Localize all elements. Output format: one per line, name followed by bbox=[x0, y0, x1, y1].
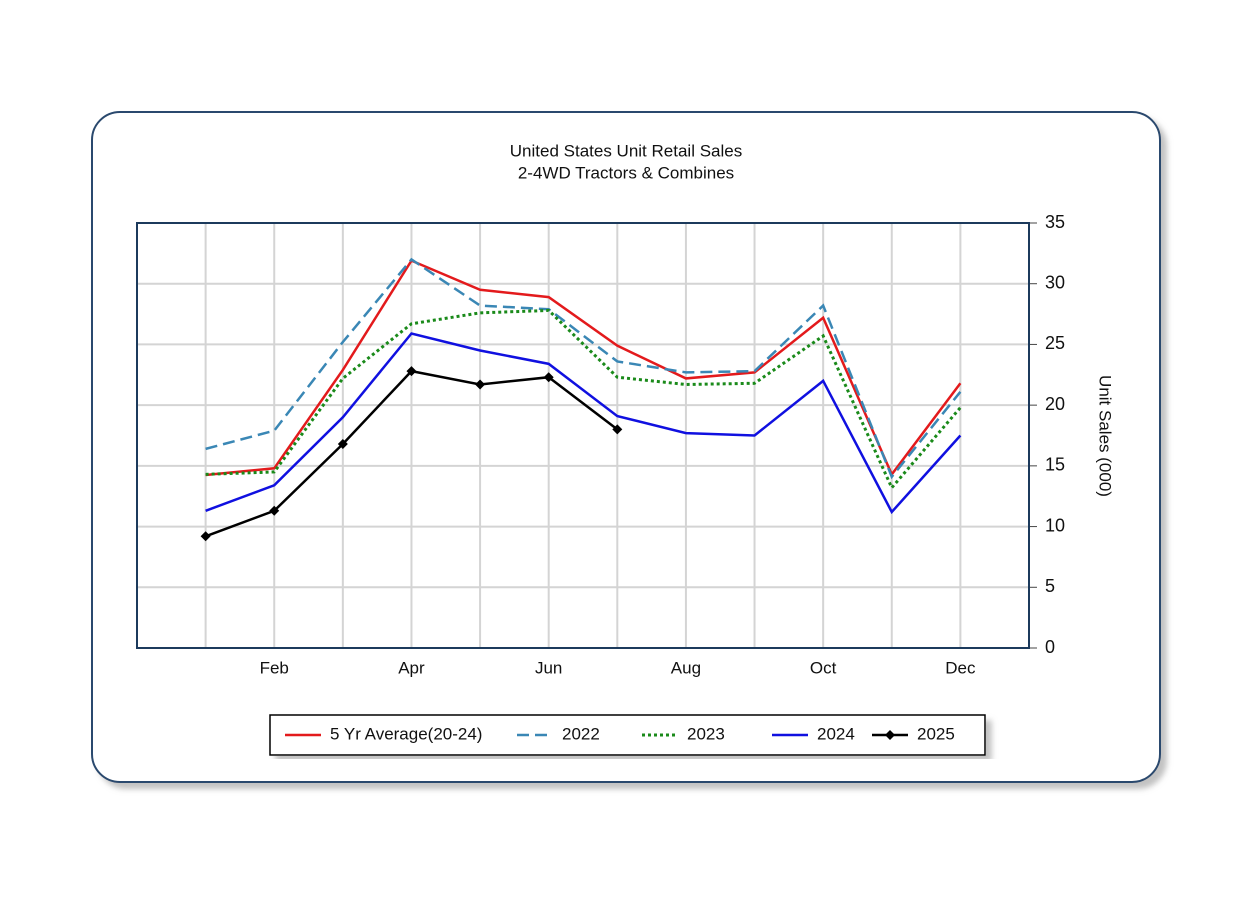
point-marker bbox=[200, 531, 211, 542]
legend-label: 5 Yr Average(20-24) bbox=[330, 724, 482, 743]
legend-marker bbox=[885, 730, 895, 740]
card bbox=[91, 111, 1161, 783]
legend-label: 2023 bbox=[687, 724, 725, 743]
legend bbox=[269, 714, 986, 756]
y-tick-label: 35 bbox=[1045, 212, 1065, 232]
series-line bbox=[205, 259, 962, 477]
x-tick-label: Aug bbox=[671, 658, 701, 677]
legend-label: 2024 bbox=[817, 724, 855, 743]
series-line bbox=[205, 332, 962, 515]
legend-label: 2022 bbox=[562, 724, 600, 743]
point-marker bbox=[406, 366, 417, 377]
x-tick-label: Dec bbox=[945, 658, 976, 677]
point-marker bbox=[612, 424, 623, 435]
plot-frame bbox=[136, 222, 1030, 649]
chart-subtitle: 2-4WD Tractors & Combines bbox=[518, 163, 734, 182]
series-line bbox=[205, 308, 962, 491]
legend-label: 2025 bbox=[917, 724, 955, 743]
y-axis-label: Unit Sales (000) bbox=[1096, 375, 1115, 497]
point-marker bbox=[269, 505, 280, 516]
y-tick-label: 10 bbox=[1045, 515, 1065, 535]
point-marker bbox=[543, 372, 554, 383]
x-tick-label: Jun bbox=[535, 658, 562, 677]
x-tick-label: Apr bbox=[398, 658, 425, 677]
x-tick-label: Oct bbox=[810, 658, 837, 677]
x-tick-label: Feb bbox=[260, 658, 289, 677]
y-tick-label: 0 bbox=[1045, 637, 1055, 657]
point-marker bbox=[475, 379, 486, 390]
y-tick-label: 30 bbox=[1045, 272, 1065, 292]
y-tick-label: 15 bbox=[1045, 455, 1065, 475]
chart-title: United States Unit Retail Sales bbox=[510, 141, 742, 160]
y-tick-label: 20 bbox=[1045, 394, 1065, 414]
y-tick-label: 25 bbox=[1045, 333, 1065, 353]
series-line bbox=[205, 257, 962, 480]
y-tick-label: 5 bbox=[1045, 576, 1055, 596]
point-marker bbox=[337, 439, 348, 449]
